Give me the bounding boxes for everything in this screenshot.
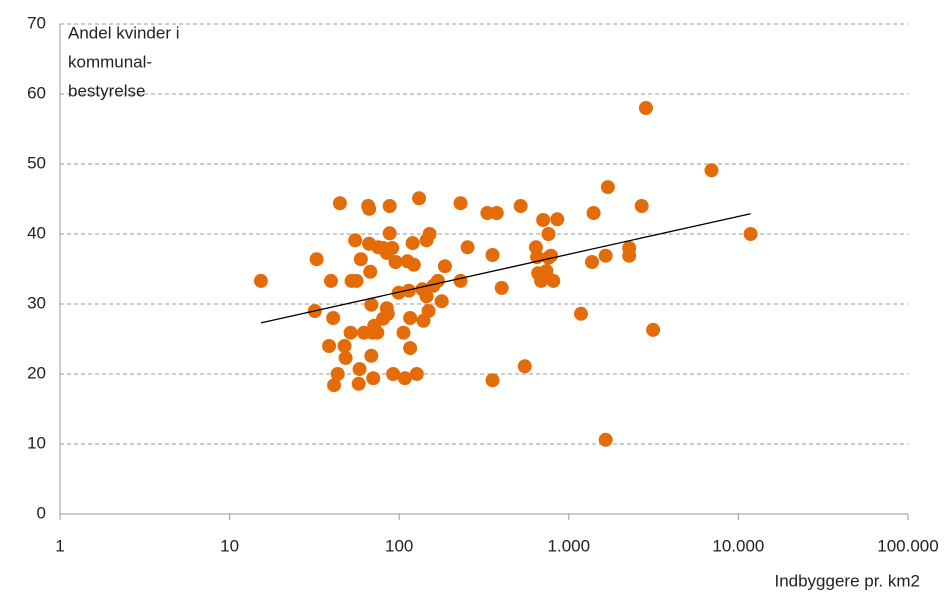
point xyxy=(363,264,378,279)
point xyxy=(382,199,397,213)
point xyxy=(322,339,337,353)
point xyxy=(396,325,411,340)
point xyxy=(397,371,412,386)
point xyxy=(586,206,601,220)
point xyxy=(453,273,468,288)
point xyxy=(419,289,434,304)
point xyxy=(351,376,366,391)
point xyxy=(403,341,418,356)
point xyxy=(309,252,324,267)
point xyxy=(489,206,504,220)
point xyxy=(326,311,341,325)
point xyxy=(330,367,345,381)
point xyxy=(536,213,551,227)
y-axis-label: bestyrelse xyxy=(68,81,145,100)
y-tick-label: 60 xyxy=(27,83,46,102)
point xyxy=(600,180,615,195)
point xyxy=(406,257,421,272)
point xyxy=(453,196,468,211)
point xyxy=(253,273,268,288)
y-tick-label: 70 xyxy=(27,13,46,32)
point xyxy=(332,196,347,211)
y-axis-label: Andel kvinder i xyxy=(68,23,180,42)
y-tick-label: 0 xyxy=(37,503,46,522)
y-tick-label: 40 xyxy=(27,223,46,242)
point xyxy=(388,255,403,269)
x-tick-label: 10 xyxy=(220,536,239,555)
point xyxy=(405,236,420,251)
point xyxy=(485,373,500,388)
point xyxy=(337,339,352,353)
point xyxy=(622,248,637,263)
point xyxy=(421,304,436,318)
point xyxy=(364,297,379,312)
point xyxy=(403,311,418,325)
point xyxy=(485,248,500,262)
point xyxy=(412,191,427,206)
point xyxy=(338,350,353,365)
point xyxy=(385,241,400,255)
point xyxy=(541,227,556,241)
point xyxy=(743,227,758,241)
point xyxy=(517,359,532,374)
point xyxy=(638,101,653,115)
y-axis-label: kommunal- xyxy=(68,52,152,71)
x-tick-label: 1 xyxy=(55,536,64,555)
point xyxy=(343,325,358,340)
point xyxy=(364,348,379,363)
point xyxy=(362,201,377,216)
point xyxy=(598,248,613,263)
point xyxy=(370,325,385,340)
point xyxy=(349,273,364,288)
point xyxy=(327,378,342,393)
point xyxy=(380,306,395,321)
y-tick-label: 30 xyxy=(27,293,46,312)
point xyxy=(513,199,528,213)
point xyxy=(422,227,437,241)
point xyxy=(646,322,661,337)
point xyxy=(409,367,424,381)
point xyxy=(386,367,401,381)
x-tick-label: 100.000 xyxy=(877,536,938,555)
point xyxy=(704,163,719,178)
point xyxy=(382,226,397,241)
x-tick-label: 1.000 xyxy=(548,536,591,555)
point xyxy=(348,233,363,248)
point xyxy=(539,264,554,279)
y-tick-label: 10 xyxy=(27,433,46,452)
point xyxy=(634,199,649,213)
point xyxy=(573,306,588,321)
point xyxy=(401,283,416,298)
point xyxy=(437,259,452,274)
x-tick-label: 100 xyxy=(385,536,413,555)
point xyxy=(353,252,368,267)
y-tick-label: 50 xyxy=(27,153,46,172)
x-axis-label: Indbyggere pr. km2 xyxy=(774,571,920,590)
point xyxy=(352,362,367,377)
point xyxy=(460,240,475,255)
point xyxy=(543,248,558,263)
point xyxy=(430,273,445,288)
point xyxy=(323,273,338,288)
trendline xyxy=(260,213,751,324)
x-tick-label: 10.000 xyxy=(712,536,764,555)
point xyxy=(546,273,561,288)
point xyxy=(598,432,613,447)
point xyxy=(366,371,381,386)
point xyxy=(434,294,449,309)
point xyxy=(584,255,599,269)
y-tick-label: 20 xyxy=(27,363,46,382)
point xyxy=(550,212,565,227)
point xyxy=(494,280,509,295)
